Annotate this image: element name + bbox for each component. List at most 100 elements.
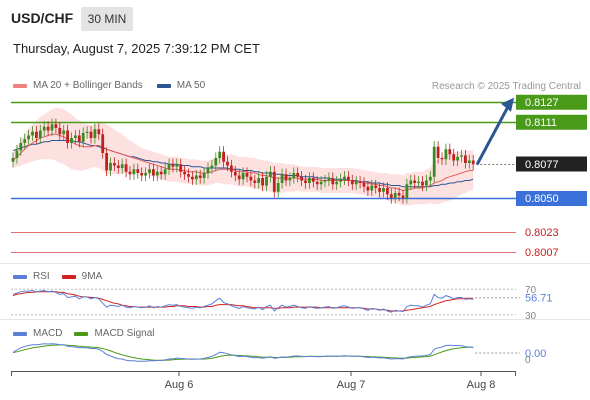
macd-line bbox=[12, 343, 474, 362]
candle-body bbox=[467, 160, 471, 163]
candle-body bbox=[304, 180, 307, 183]
datetime-label: Thursday, August 7, 2025 7:39:12 PM CET bbox=[13, 41, 260, 56]
candle-body bbox=[81, 133, 85, 142]
candle bbox=[74, 129, 77, 144]
candle bbox=[42, 121, 46, 137]
candle-body bbox=[452, 154, 456, 161]
candle bbox=[140, 167, 144, 182]
macd-swatch bbox=[13, 331, 27, 336]
candle bbox=[144, 167, 147, 182]
candle bbox=[444, 143, 448, 165]
candle-body bbox=[331, 178, 335, 185]
candle-body bbox=[85, 131, 89, 133]
candle-body bbox=[101, 134, 105, 153]
target-arrow-shaft bbox=[475, 106, 510, 165]
candle-body bbox=[171, 164, 175, 167]
candle bbox=[89, 126, 93, 144]
candle-body bbox=[308, 178, 311, 183]
rsi-legend: RSI 9MA bbox=[13, 271, 102, 282]
candle bbox=[81, 127, 85, 148]
candle-body bbox=[288, 178, 292, 181]
candle-body bbox=[292, 173, 296, 178]
candle bbox=[397, 187, 401, 202]
candle-body bbox=[284, 174, 288, 181]
candle bbox=[152, 163, 155, 182]
candle bbox=[54, 118, 58, 134]
candle bbox=[452, 148, 456, 167]
rsi-current-label: 56.71 bbox=[525, 293, 553, 305]
candle bbox=[409, 174, 413, 190]
candle-body bbox=[237, 175, 241, 180]
candle-body bbox=[233, 171, 237, 176]
candle bbox=[417, 176, 420, 189]
candle-body bbox=[27, 135, 30, 140]
candle bbox=[347, 171, 350, 187]
candle-body bbox=[194, 175, 198, 180]
candle-body bbox=[11, 158, 15, 162]
candle-body bbox=[179, 164, 183, 172]
candle bbox=[370, 179, 374, 197]
candle bbox=[97, 123, 101, 140]
candle bbox=[350, 174, 354, 190]
candle bbox=[50, 118, 54, 137]
candle bbox=[105, 147, 108, 177]
candle bbox=[62, 124, 66, 140]
candle-body bbox=[405, 184, 409, 198]
candle bbox=[436, 141, 440, 164]
candle-body bbox=[370, 185, 374, 191]
candle bbox=[425, 174, 428, 192]
candle-body bbox=[323, 180, 327, 182]
candle bbox=[288, 172, 292, 187]
candle-body bbox=[140, 173, 144, 176]
candle bbox=[210, 159, 214, 174]
candle bbox=[331, 172, 335, 190]
level-label-box-2 bbox=[516, 191, 587, 206]
macd-signal-line bbox=[12, 344, 474, 361]
candle bbox=[456, 151, 459, 167]
candle-body bbox=[38, 130, 42, 138]
candle-body bbox=[70, 138, 73, 143]
candle-body bbox=[31, 131, 34, 136]
x-tick-label: Aug 6 bbox=[165, 379, 194, 391]
candle bbox=[319, 176, 323, 190]
candle bbox=[362, 177, 366, 193]
candle-body bbox=[280, 174, 284, 183]
current-price-box bbox=[516, 156, 587, 172]
candle-body bbox=[15, 150, 19, 158]
level-label-1: 0.8111 bbox=[525, 117, 557, 129]
level-label-box-1 bbox=[516, 114, 587, 130]
candle-body bbox=[241, 173, 245, 180]
candle bbox=[116, 159, 120, 174]
candle-body bbox=[132, 169, 136, 175]
candle bbox=[163, 163, 167, 180]
timeframe-button[interactable]: 30 MIN bbox=[81, 7, 133, 31]
candle bbox=[214, 152, 218, 172]
candle-body bbox=[311, 178, 315, 182]
candle-body bbox=[155, 171, 159, 176]
candle bbox=[471, 154, 475, 170]
candle bbox=[85, 126, 89, 139]
candle-body bbox=[432, 146, 436, 177]
research-credit: Research © 2025 Trading Central bbox=[431, 81, 581, 92]
candle-body bbox=[425, 180, 428, 186]
candle-body bbox=[113, 163, 116, 166]
x-tick-label: Aug 7 bbox=[337, 379, 366, 391]
candle bbox=[171, 158, 175, 173]
candle-body bbox=[175, 164, 179, 167]
candle-body bbox=[116, 165, 120, 168]
candle-body bbox=[456, 156, 459, 161]
candle bbox=[280, 168, 284, 189]
candle-body bbox=[374, 185, 378, 188]
candle-body bbox=[128, 171, 132, 175]
candle-body bbox=[159, 171, 163, 175]
symbol-title: USD/CHF bbox=[11, 10, 74, 26]
candle bbox=[93, 123, 97, 144]
candle bbox=[272, 166, 276, 198]
candle-body bbox=[464, 155, 467, 163]
candle bbox=[428, 171, 432, 187]
candle bbox=[405, 178, 409, 204]
candle-body bbox=[347, 176, 350, 181]
candle bbox=[253, 174, 257, 189]
candle-body bbox=[460, 155, 463, 157]
candle bbox=[175, 158, 179, 173]
